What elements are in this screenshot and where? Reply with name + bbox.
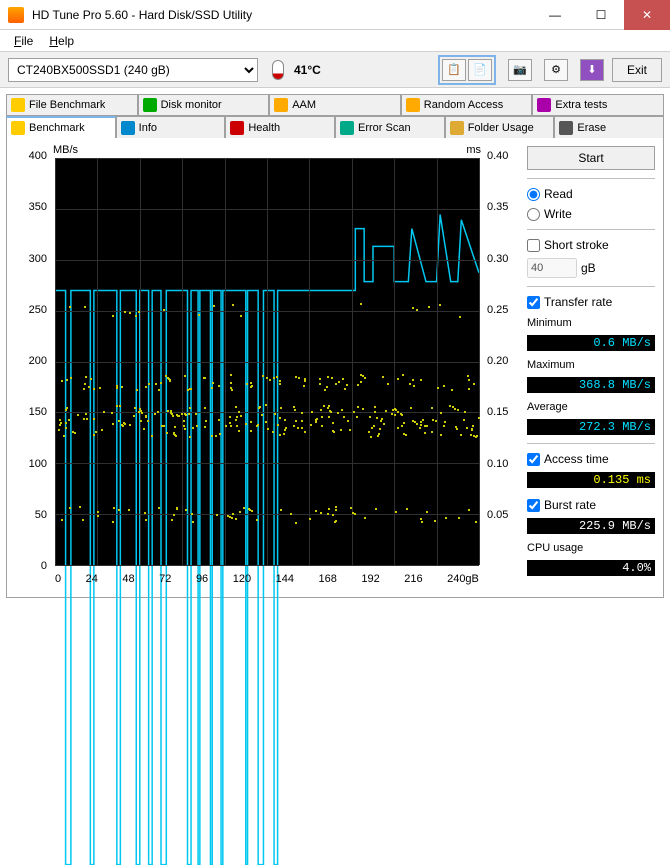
device-select[interactable]: CT240BX500SSD1 (240 gB) (8, 58, 258, 82)
minimize-button[interactable]: — (532, 0, 578, 30)
access-time-value: 0.135 ms (527, 472, 655, 488)
tab-file-benchmark[interactable]: File Benchmark (6, 94, 138, 116)
disk-monitor-icon (143, 98, 157, 112)
random-access-icon (406, 98, 420, 112)
tab-random-access[interactable]: Random Access (401, 94, 533, 116)
thermometer-icon (272, 60, 284, 80)
short-stroke-input[interactable] (527, 258, 577, 278)
copy-text-icon[interactable]: 📋 (442, 59, 466, 81)
x-ticks: 024487296120144168192216240gB (55, 573, 479, 585)
app-icon (8, 7, 24, 23)
benchmark-panel: MB/s ms 400350300250200150100500 0.400.3… (6, 138, 664, 598)
title-bar: HD Tune Pro 5.60 - Hard Disk/SSD Utility… (0, 0, 670, 30)
short-stroke-unit: gB (581, 261, 596, 275)
burst-rate-value: 225.9 MB/s (527, 518, 655, 534)
temperature-value: 41°C (294, 63, 321, 77)
short-stroke-check[interactable]: Short stroke (527, 238, 655, 252)
tab-info[interactable]: Info (116, 116, 226, 138)
window-title: HD Tune Pro 5.60 - Hard Disk/SSD Utility (32, 8, 532, 22)
options-icon[interactable]: ⚙ (544, 59, 568, 81)
menu-help[interactable]: Help (41, 32, 82, 50)
transfer-rate-check[interactable]: Transfer rate (527, 295, 655, 309)
chart-area: MB/s ms 400350300250200150100500 0.400.3… (15, 146, 519, 589)
folder-usage-icon (450, 121, 464, 135)
average-label: Average (527, 401, 655, 413)
cpu-usage-value: 4.0% (527, 560, 655, 576)
start-button[interactable]: Start (527, 146, 655, 170)
side-controls: Start Read Write Short stroke gB Transfe… (527, 146, 655, 589)
tab-erase[interactable]: Erase (554, 116, 664, 138)
menu-bar: File Help (0, 30, 670, 52)
erase-icon (559, 121, 573, 135)
copy-info-icon[interactable]: 📄 (468, 59, 492, 81)
average-value: 272.3 MB/s (527, 419, 655, 435)
screenshot-icon[interactable]: 📷 (508, 59, 532, 81)
tab-health[interactable]: Health (225, 116, 335, 138)
close-button[interactable]: ✕ (624, 0, 670, 30)
tab-aam[interactable]: AAM (269, 94, 401, 116)
maximize-button[interactable]: ☐ (578, 0, 624, 30)
benchmark-icon (11, 121, 25, 135)
read-radio[interactable]: Read (527, 187, 655, 201)
cpu-usage-label: CPU usage (527, 542, 655, 554)
exit-button[interactable]: Exit (612, 58, 662, 82)
tab-row-lower: BenchmarkInfoHealthError ScanFolder Usag… (6, 116, 664, 138)
maximum-value: 368.8 MB/s (527, 377, 655, 393)
tab-row-upper: File BenchmarkDisk monitorAAMRandom Acce… (6, 94, 664, 116)
maximum-label: Maximum (527, 359, 655, 371)
menu-file[interactable]: File (6, 32, 41, 50)
copy-buttons-group: 📋 📄 (438, 55, 496, 85)
health-icon (230, 121, 244, 135)
access-time-check[interactable]: Access time (527, 452, 655, 466)
tab-disk-monitor[interactable]: Disk monitor (138, 94, 270, 116)
burst-rate-check[interactable]: Burst rate (527, 498, 655, 512)
tab-extra-tests[interactable]: Extra tests (532, 94, 664, 116)
tab-error-scan[interactable]: Error Scan (335, 116, 445, 138)
save-icon[interactable]: ⬇ (580, 59, 604, 81)
chart-canvas (55, 158, 479, 565)
tab-benchmark[interactable]: Benchmark (6, 116, 116, 138)
info-icon (121, 121, 135, 135)
tab-folder-usage[interactable]: Folder Usage (445, 116, 555, 138)
minimum-value: 0.6 MB/s (527, 335, 655, 351)
write-radio[interactable]: Write (527, 207, 655, 221)
aam-icon (274, 98, 288, 112)
file-benchmark-icon (11, 98, 25, 112)
minimum-label: Minimum (527, 317, 655, 329)
y-left-label: MB/s (53, 144, 78, 156)
error-scan-icon (340, 121, 354, 135)
y-right-label: ms (466, 144, 481, 156)
extra-tests-icon (537, 98, 551, 112)
toolbar: CT240BX500SSD1 (240 gB) 41°C 📋 📄 📷 ⚙ ⬇ E… (0, 52, 670, 88)
